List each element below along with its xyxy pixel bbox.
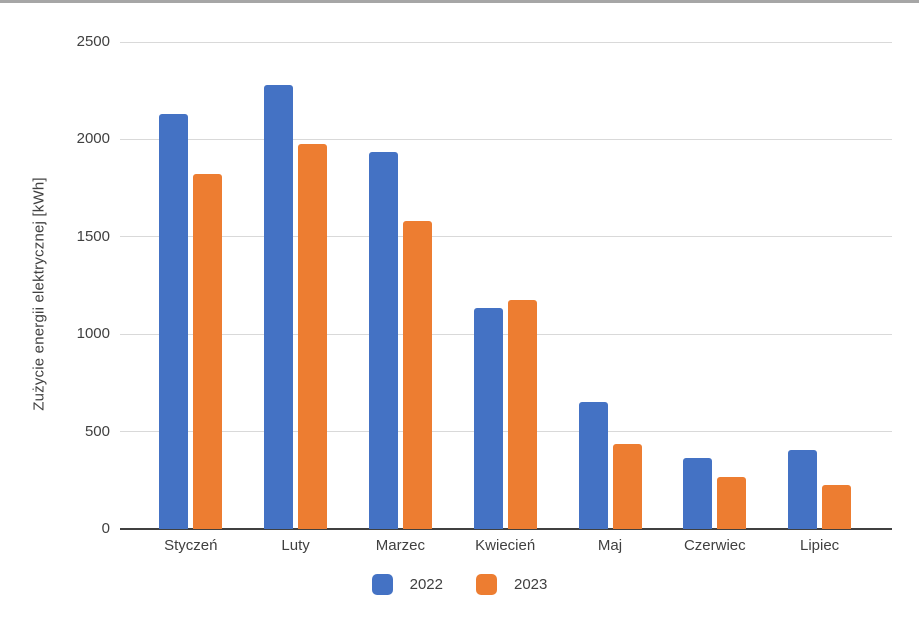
y-tick-label-2000: 2000 (76, 130, 110, 148)
gridline-1000 (120, 333, 892, 335)
bar-2022-marzec (368, 152, 398, 529)
bar-2022-luty (264, 84, 294, 529)
bar-2023-styczeń (193, 174, 223, 529)
bar-2022-czerwiec (683, 457, 713, 529)
legend-item-2022: 2022 (371, 574, 443, 595)
bar-2022-styczeń (159, 114, 189, 529)
x-tick-label-maj: Maj (597, 537, 623, 554)
legend-swatch-2023 (476, 574, 497, 595)
y-axis-title: Zużycie energii elektrycznej [kWh] (30, 177, 48, 411)
bar-2023-lipiec (822, 485, 852, 529)
legend-item-2023: 2023 (476, 574, 547, 595)
x-tick-label-lipiec: Lipiec (799, 537, 840, 554)
legend-swatch-2022 (371, 574, 393, 595)
x-tick-label-marzec: Marzec (375, 537, 425, 554)
x-tick-label-styczeń: Styczeń (164, 537, 218, 554)
plot-area (120, 41, 892, 530)
gridline-2000 (120, 138, 892, 140)
y-tick-label-2500: 2500 (76, 33, 110, 50)
bar-2022-maj (578, 402, 608, 529)
gridline-2500 (120, 41, 892, 43)
legend-label-2023: 2023 (514, 576, 548, 593)
bar-2022-kwiecień (473, 307, 503, 529)
bar-2023-luty (298, 144, 328, 529)
bar-2023-czerwiec (717, 477, 747, 529)
x-axis-line (120, 528, 892, 530)
legend-label-2022: 2022 (409, 576, 443, 593)
chart-legend: 2022 2023 (0, 574, 919, 595)
y-tick-label-1000: 1000 (76, 325, 110, 343)
y-tick-label-1500: 1500 (76, 227, 110, 245)
bar-2022-lipiec (788, 450, 818, 529)
top-divider-line (0, 0, 919, 3)
x-tick-label-luty: Luty (281, 537, 310, 554)
y-tick-label-500: 500 (84, 422, 110, 440)
x-tick-label-czerwiec: Czerwiec (683, 537, 746, 554)
bar-2023-maj (612, 444, 642, 529)
bar-2023-marzec (402, 221, 432, 529)
bar-2023-kwiecień (507, 300, 537, 529)
gridline-500 (120, 431, 892, 433)
y-tick-label-0: 0 (101, 520, 110, 537)
x-tick-label-kwiecień: Kwiecień (475, 537, 536, 554)
gridline-1500 (120, 236, 892, 238)
